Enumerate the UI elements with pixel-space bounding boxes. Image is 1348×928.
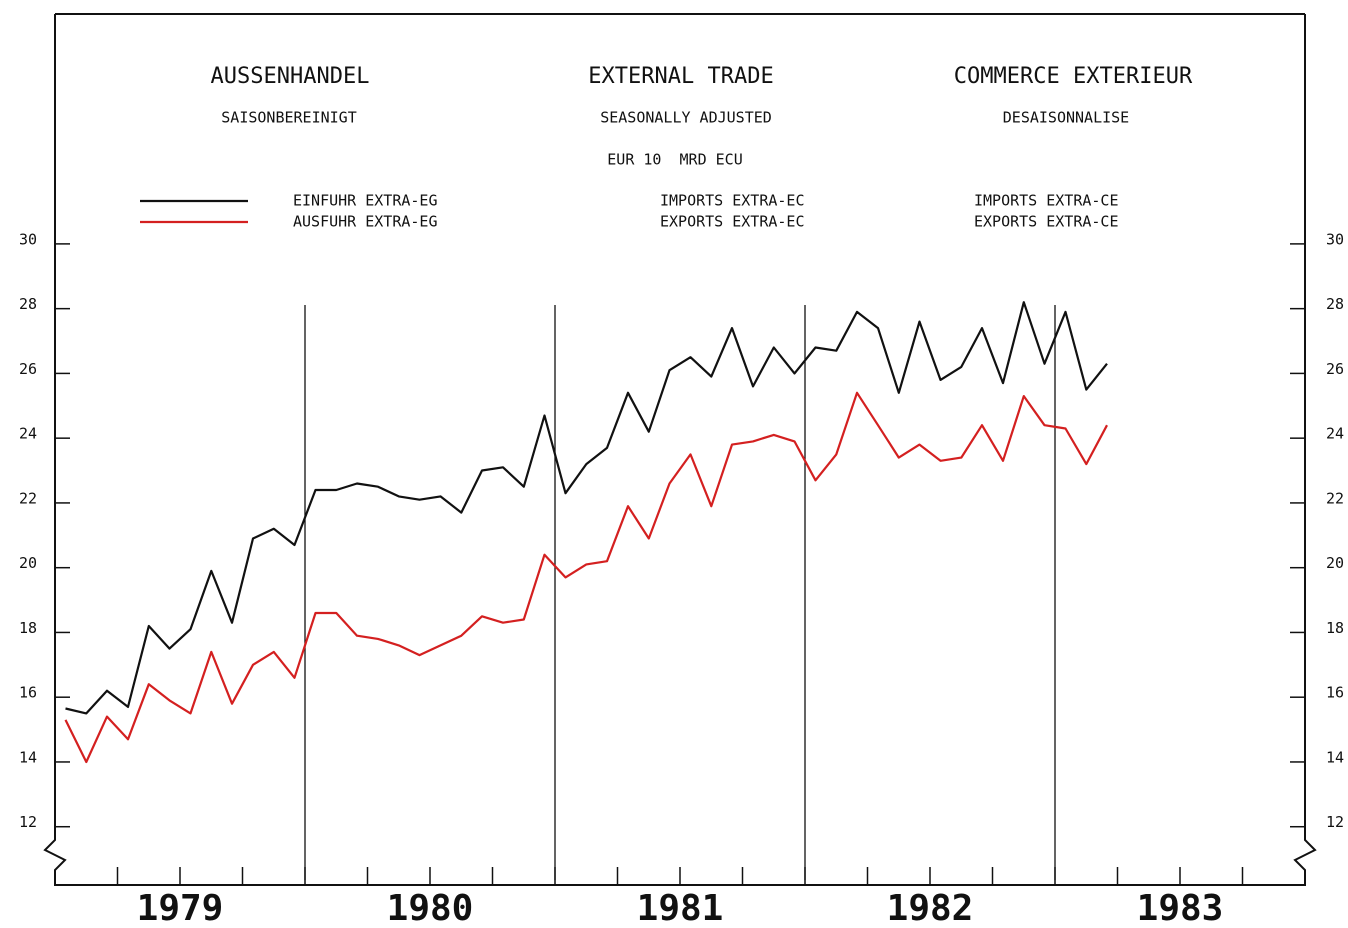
x-tick-label: 1979 (137, 888, 224, 928)
unit: EUR 10 MRD ECU (607, 151, 742, 169)
y-tick-label-right: 24 (1326, 425, 1344, 443)
legend-label-fr: IMPORTS EXTRA-CE (974, 192, 1119, 210)
legend-label-de: EINFUHR EXTRA-EG (293, 192, 438, 210)
legend-label-fr: EXPORTS EXTRA-CE (974, 213, 1119, 231)
title-de: AUSSENHANDEL (211, 64, 370, 89)
y-tick-label: 28 (19, 295, 37, 313)
series-line (64, 391, 1108, 764)
y-tick-label-right: 14 (1326, 748, 1344, 766)
y-tick-label-right: 12 (1326, 813, 1344, 831)
y-tick-label: 22 (19, 489, 37, 507)
y-tick-label: 30 (19, 230, 37, 248)
x-tick-label: 1982 (887, 888, 974, 928)
title-en: EXTERNAL TRADE (588, 64, 773, 89)
y-tick-label-right: 28 (1326, 295, 1344, 313)
y-tick-label: 12 (19, 813, 37, 831)
subtitle-en: SEASONALLY ADJUSTED (600, 109, 772, 127)
y-tick-label: 24 (19, 425, 37, 443)
x-tick-label: 1981 (637, 888, 724, 928)
title-fr: COMMERCE EXTERIEUR (954, 64, 1193, 89)
y-tick-label-right: 20 (1326, 554, 1344, 572)
y-tick-label: 14 (19, 748, 37, 766)
subtitle-fr: DESAISONNALISE (1003, 109, 1129, 127)
y-tick-label-right: 26 (1326, 360, 1344, 378)
y-tick-label: 16 (19, 684, 37, 702)
y-tick-label-right: 16 (1326, 684, 1344, 702)
subtitle-de: SAISONBEREINIGT (221, 109, 356, 127)
legend-label-de: AUSFUHR EXTRA-EG (293, 213, 438, 231)
y-tick-label-right: 18 (1326, 619, 1344, 637)
x-tick-label: 1983 (1137, 888, 1224, 928)
y-tick-label: 18 (19, 619, 37, 637)
legend-label-en: IMPORTS EXTRA-EC (660, 192, 805, 210)
y-tick-label: 26 (19, 360, 37, 378)
y-tick-label-right: 22 (1326, 489, 1344, 507)
series-line (65, 301, 1108, 715)
x-tick-label: 1980 (387, 888, 474, 928)
y-tick-label: 20 (19, 554, 37, 572)
legend-label-en: EXPORTS EXTRA-EC (660, 213, 805, 231)
y-tick-label-right: 30 (1326, 230, 1344, 248)
